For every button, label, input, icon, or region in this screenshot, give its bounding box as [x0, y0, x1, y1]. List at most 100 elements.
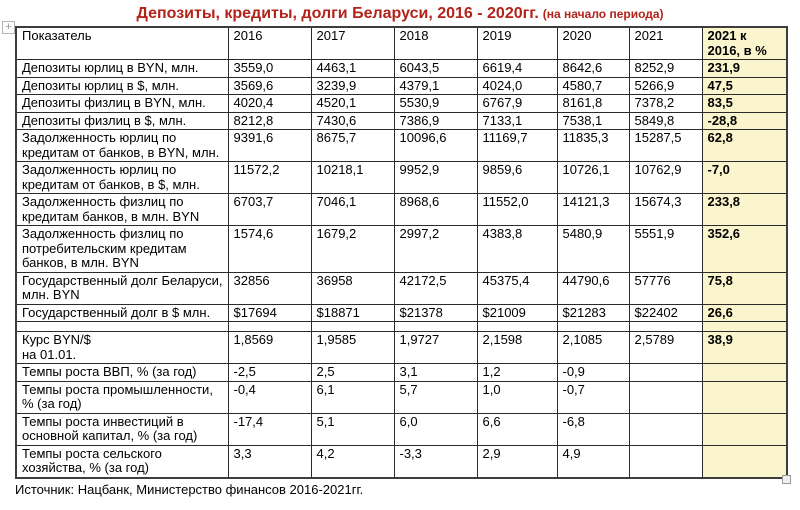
value-cell: 4020,4	[227, 94, 312, 113]
value-cell: 9952,9	[393, 161, 478, 194]
value-cell: 36958	[310, 271, 395, 305]
row-label: Государственный долг в $ млн.	[15, 303, 229, 322]
table-row: Депозиты юрлиц в $, млн. 3569,6 3239,9 4379…	[15, 76, 788, 95]
value-cell: 15674,3	[628, 193, 703, 226]
ratio-cell: 83,5	[701, 94, 788, 113]
page-title: Депозиты, кредиты, долги Беларуси, 2016 …	[0, 0, 800, 24]
value-cell: 2,1085	[556, 331, 630, 364]
value-cell: 6619,4	[476, 59, 558, 78]
value-cell	[393, 321, 478, 332]
table-move-handle-icon[interactable]: +	[2, 21, 15, 34]
value-cell: 2,9	[476, 444, 558, 478]
value-cell: 2,5	[310, 363, 395, 382]
value-cell: 11552,0	[476, 193, 558, 226]
value-cell: 4,9	[556, 444, 630, 478]
value-cell: 45375,4	[476, 271, 558, 305]
value-cell: 3239,9	[310, 76, 395, 95]
table-row: Задолженность физлиц по кредитам банков,…	[15, 193, 788, 226]
row-label: Темпы роста промышленности, % (за год)	[15, 380, 229, 414]
row-label: Задолженность юрлиц по кредитам от банко…	[15, 161, 229, 194]
value-cell	[628, 321, 703, 332]
ratio-cell	[701, 380, 788, 414]
table-row: Депозиты юрлиц в BYN, млн. 3559,0 4463,1 60…	[15, 59, 788, 78]
value-cell: 6043,5	[393, 59, 478, 78]
ratio-cell: 75,8	[701, 271, 788, 305]
value-cell: 5266,9	[628, 76, 703, 95]
row-label: Депозиты юрлиц в $, млн.	[15, 76, 229, 95]
value-cell: 9859,6	[476, 161, 558, 194]
value-cell: -3,3	[393, 444, 478, 478]
table-row: Задолженность юрлиц по кредитам от банко…	[15, 161, 788, 194]
header-year-2017: 2017	[310, 26, 395, 60]
value-cell: 1,8569	[227, 331, 312, 364]
value-cell: 8252,9	[628, 59, 703, 78]
row-label: Депозиты физлиц в BYN, млн.	[15, 94, 229, 113]
ratio-cell: 231,9	[701, 59, 788, 78]
table-row: Темпы роста инвестиций в основной капита…	[15, 412, 788, 446]
value-cell: 8212,8	[227, 111, 312, 130]
ratio-cell: -7,0	[701, 161, 788, 194]
value-cell: 3,1	[393, 363, 478, 382]
value-cell: 4580,7	[556, 76, 630, 95]
value-cell	[476, 321, 558, 332]
value-cell: 7386,9	[393, 111, 478, 130]
row-label: Темпы роста ВВП, % (за год)	[15, 363, 229, 382]
value-cell: 5480,9	[556, 225, 630, 273]
value-cell: -6,8	[556, 412, 630, 446]
value-cell: 11835,3	[556, 129, 630, 162]
value-cell	[628, 412, 703, 446]
row-label: Темпы роста инвестиций в основной капита…	[15, 412, 229, 446]
value-cell: 1679,2	[310, 225, 395, 273]
row-label: Задолженность юрлиц по кредитам от банко…	[15, 129, 229, 162]
header-ratio: 2021 к 2016, в %	[701, 26, 788, 60]
value-cell: 5,1	[310, 412, 395, 446]
row-label: Депозиты юрлиц в BYN, млн.	[15, 59, 229, 78]
value-cell: 2997,2	[393, 225, 478, 273]
value-cell: 10726,1	[556, 161, 630, 194]
value-cell: 10096,6	[393, 129, 478, 162]
value-cell: 7538,1	[556, 111, 630, 130]
value-cell: $21009	[476, 303, 558, 322]
table-row: Депозиты физлиц в $, млн. 8212,8 7430,6 738…	[15, 111, 788, 130]
page-title-suffix: (на начало периода)	[542, 7, 664, 21]
value-cell: 5849,8	[628, 111, 703, 130]
row-label	[15, 321, 229, 332]
header-row: Показатель 2016 2017 2018 2019 2020 2021…	[15, 26, 788, 60]
value-cell: 8675,7	[310, 129, 395, 162]
value-cell: 7430,6	[310, 111, 395, 130]
table-row: Государственный долг Беларуси, млн. BYN 3…	[15, 271, 788, 305]
row-label: Задолженность физлиц по потребительским …	[15, 225, 229, 273]
value-cell: 2,1598	[476, 331, 558, 364]
page-title-main: Депозиты, кредиты, долги Беларуси, 2016 …	[136, 5, 539, 22]
header-year-2016: 2016	[227, 26, 312, 60]
value-cell: 15287,5	[628, 129, 703, 162]
value-cell: 8968,6	[393, 193, 478, 226]
value-cell: 3,3	[227, 444, 312, 478]
value-cell: 3559,0	[227, 59, 312, 78]
row-label: Темпы роста сельского хозяйства, % (за г…	[15, 444, 229, 478]
value-cell: 4463,1	[310, 59, 395, 78]
table-row: Курс BYN/$ на 01.01. 1,8569 1,9585 1,9727 2,…	[15, 331, 788, 364]
value-cell: -0,4	[227, 380, 312, 414]
row-label: Депозиты физлиц в $, млн.	[15, 111, 229, 130]
value-cell: 6,6	[476, 412, 558, 446]
value-cell	[628, 444, 703, 478]
table-row: Темпы роста ВВП, % (за год) -2,5 2,5 3,1 1,2…	[15, 363, 788, 382]
ratio-cell: -28,8	[701, 111, 788, 130]
table-row: Задолженность юрлиц по кредитам от банко…	[15, 129, 788, 162]
value-cell: 1,9727	[393, 331, 478, 364]
value-cell: 44790,6	[556, 271, 630, 305]
value-cell: 1,9585	[310, 331, 395, 364]
value-cell: 11572,2	[227, 161, 312, 194]
value-cell: 4024,0	[476, 76, 558, 95]
ratio-cell: 352,6	[701, 225, 788, 273]
value-cell: 6,1	[310, 380, 395, 414]
ratio-cell	[701, 444, 788, 478]
table-resize-handle[interactable]	[782, 474, 791, 484]
value-cell: $17694	[227, 303, 312, 322]
value-cell: $18871	[310, 303, 395, 322]
ratio-cell	[701, 321, 788, 332]
source-note: Источник: Нацбанк, Министерство финансов…	[15, 481, 364, 497]
ratio-cell: 233,8	[701, 193, 788, 226]
